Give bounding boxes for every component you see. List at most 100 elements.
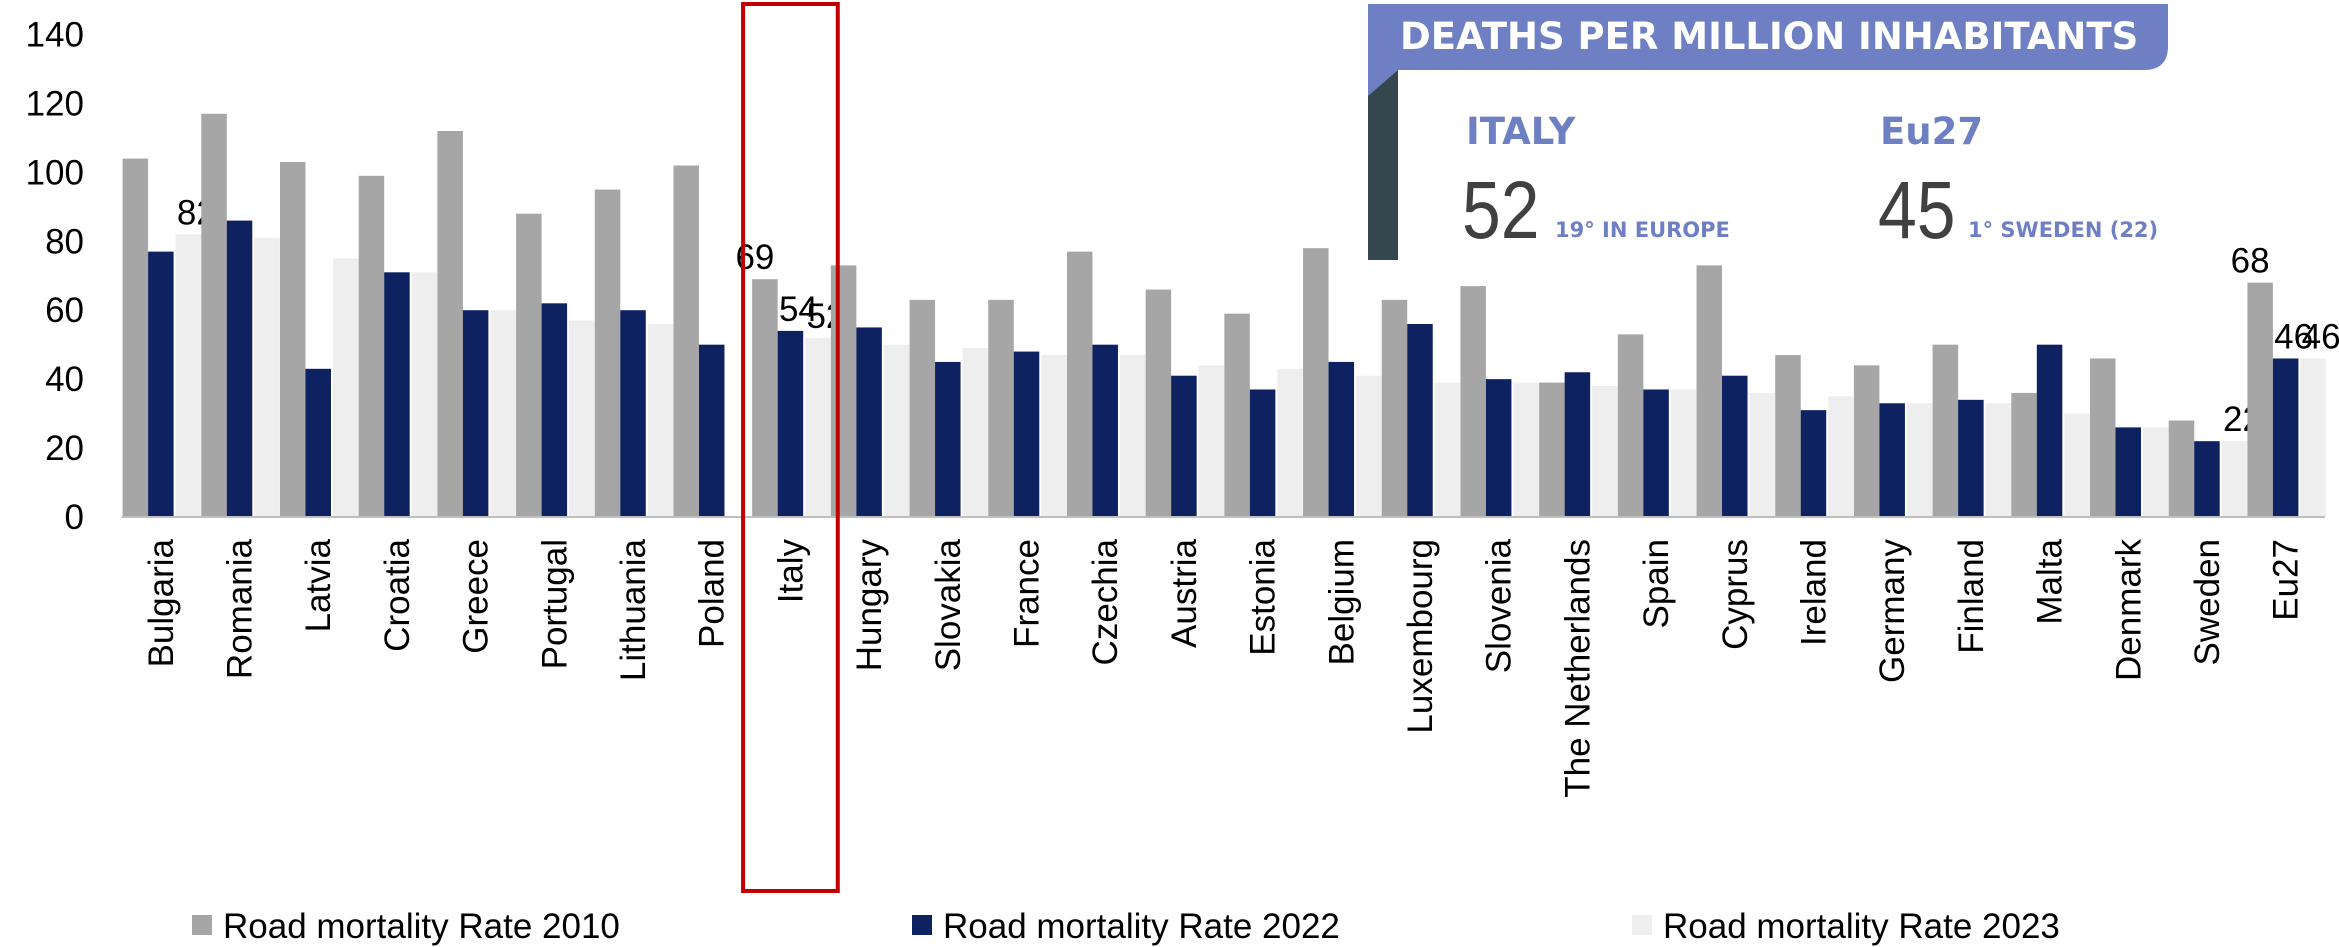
bar (1906, 403, 1933, 517)
bar (122, 158, 149, 518)
bar (490, 310, 516, 517)
bar (254, 237, 280, 517)
x-tick-label: Slovakia (929, 538, 968, 671)
x-tick-label: Luxembourg (1401, 539, 1440, 734)
bar (777, 330, 804, 517)
data-label: 54 (779, 290, 818, 329)
bar (1800, 410, 1827, 517)
bar (988, 299, 1014, 517)
x-tick-label: Belgium (1322, 539, 1361, 665)
legend-label: Road mortality Rate 2010 (223, 907, 620, 946)
x-tick-label: Ireland (1794, 539, 1833, 646)
bar (2168, 420, 2195, 517)
infobox-value: 52 (1462, 165, 1540, 257)
bar (1249, 389, 1276, 517)
bar (1853, 365, 1880, 517)
x-tick-label: Sweden (2188, 539, 2227, 665)
bar (1460, 286, 1486, 517)
legend-label: Road mortality Rate 2022 (943, 907, 1340, 946)
bar (437, 131, 463, 517)
x-tick-label: Estonia (1244, 538, 1283, 655)
bar (805, 337, 831, 517)
bar (1224, 313, 1250, 517)
bar (594, 189, 621, 517)
bar (305, 368, 331, 517)
bar (516, 213, 542, 517)
bar (1696, 265, 1723, 517)
x-tick-label: Austria (1165, 538, 1204, 647)
x-tick-label: Cyprus (1716, 539, 1755, 650)
bar (1985, 403, 2012, 517)
bar (1828, 396, 1854, 517)
bar (541, 303, 568, 517)
bar (569, 320, 595, 517)
bar (1643, 389, 1669, 517)
bar (883, 344, 910, 517)
x-tick-label: Germany (1873, 539, 1912, 683)
infobox-name: Eu27 (1880, 110, 1983, 153)
y-tick-label: 60 (45, 291, 84, 330)
x-tick-label: Bulgaria (142, 538, 181, 667)
bar (1485, 379, 1512, 517)
x-tick-label: Romania (221, 538, 260, 679)
bar (698, 344, 725, 517)
bar (1171, 375, 1197, 517)
data-label: 46 (2274, 317, 2313, 356)
bar (1592, 386, 1618, 517)
bar (1617, 334, 1644, 517)
bar (935, 361, 961, 517)
bar (1303, 248, 1329, 517)
bar (462, 310, 489, 517)
bar (2064, 413, 2090, 517)
bar (830, 265, 857, 517)
bar (2011, 392, 2037, 517)
legend-swatch (912, 915, 932, 935)
bar (1119, 355, 1146, 517)
bar (279, 162, 306, 517)
bar (332, 258, 359, 517)
bar (175, 234, 202, 517)
bar (1277, 368, 1303, 517)
bar (1198, 365, 1225, 517)
bar (673, 165, 699, 517)
x-tick-label: Lithuania (614, 538, 653, 681)
bar (1564, 372, 1591, 517)
x-tick-label: Greece (457, 539, 496, 654)
bar (358, 175, 385, 517)
bar (752, 279, 778, 517)
bar (2090, 358, 2116, 517)
bar (1407, 324, 1433, 517)
x-tick-label: Malta (2031, 538, 2070, 624)
y-tick-label: 20 (45, 429, 84, 468)
bar (411, 272, 438, 517)
bar (1958, 399, 1984, 517)
infobox-note: 1° SWEDEN (22) (1968, 218, 2158, 242)
x-tick-label: Slovenia (1480, 538, 1519, 673)
infobox-value: 45 (1878, 165, 1956, 257)
x-tick-label: Croatia (378, 538, 417, 651)
infobox-title: DEATHS PER MILLION INHABITANTS (1400, 15, 2138, 58)
bar (1539, 382, 1565, 517)
x-tick-label: Portugal (535, 539, 574, 669)
bar (226, 220, 253, 517)
infobox-note: 19° IN EUROPE (1555, 218, 1730, 242)
bar (1775, 355, 1801, 517)
bar (1513, 382, 1539, 517)
bar (2272, 358, 2299, 517)
x-tick-label: Hungary (850, 539, 889, 672)
bar (1670, 389, 1697, 517)
y-tick-label: 40 (45, 360, 84, 399)
bar (962, 348, 989, 517)
x-tick-label: Denmark (2109, 539, 2148, 681)
bar (909, 299, 936, 517)
bar (1092, 344, 1118, 517)
legend-label: Road mortality Rate 2023 (1663, 907, 2060, 946)
bar (2221, 441, 2248, 517)
y-tick-label: 140 (26, 16, 84, 55)
bar (2247, 282, 2273, 517)
bar (1328, 361, 1355, 517)
y-tick-label: 0 (65, 498, 84, 537)
bar (2115, 427, 2142, 517)
legend-swatch (192, 915, 212, 935)
data-label: 68 (2231, 242, 2270, 281)
